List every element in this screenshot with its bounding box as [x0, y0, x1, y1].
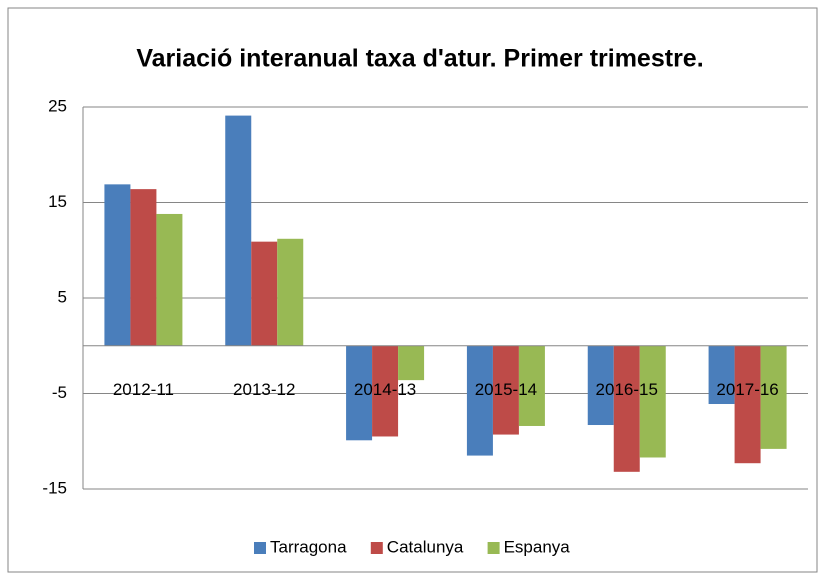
bar [104, 184, 131, 346]
bar [277, 238, 304, 346]
x-tick-label: 2015-14 [475, 380, 537, 399]
x-tick-label: 2013-12 [233, 380, 295, 399]
bar [760, 345, 787, 449]
bar [613, 345, 640, 472]
legend-label: Catalunya [387, 537, 464, 556]
x-tick-label: 2016-15 [596, 380, 658, 399]
x-tick-label: 2014-13 [354, 380, 416, 399]
bar [346, 345, 373, 441]
bar [466, 345, 493, 456]
bar [734, 345, 761, 464]
y-tick-label: -5 [52, 383, 67, 402]
y-tick-label: -15 [42, 478, 67, 497]
bar [398, 345, 425, 381]
bar [708, 345, 735, 405]
x-tick-label: 2017-16 [716, 380, 778, 399]
legend-swatch [487, 542, 500, 554]
bar [130, 189, 157, 346]
legend-label: Espanya [504, 537, 571, 556]
bar [372, 345, 399, 437]
legend-swatch [254, 542, 266, 554]
y-tick-label: 15 [48, 192, 67, 211]
bar [587, 345, 614, 426]
legend-label: Tarragona [270, 537, 347, 556]
y-tick-label: 25 [48, 96, 67, 115]
bar [251, 241, 278, 346]
bar [639, 345, 666, 458]
x-tick-label: 2012-11 [113, 380, 174, 399]
legend-swatch [370, 542, 383, 554]
bar [225, 115, 252, 346]
chart-title: Variació interanual taxa d'atur. Primer … [136, 45, 703, 73]
bar [156, 213, 183, 346]
y-tick-label: 5 [58, 287, 67, 306]
bar [492, 345, 519, 435]
bar [518, 345, 545, 426]
